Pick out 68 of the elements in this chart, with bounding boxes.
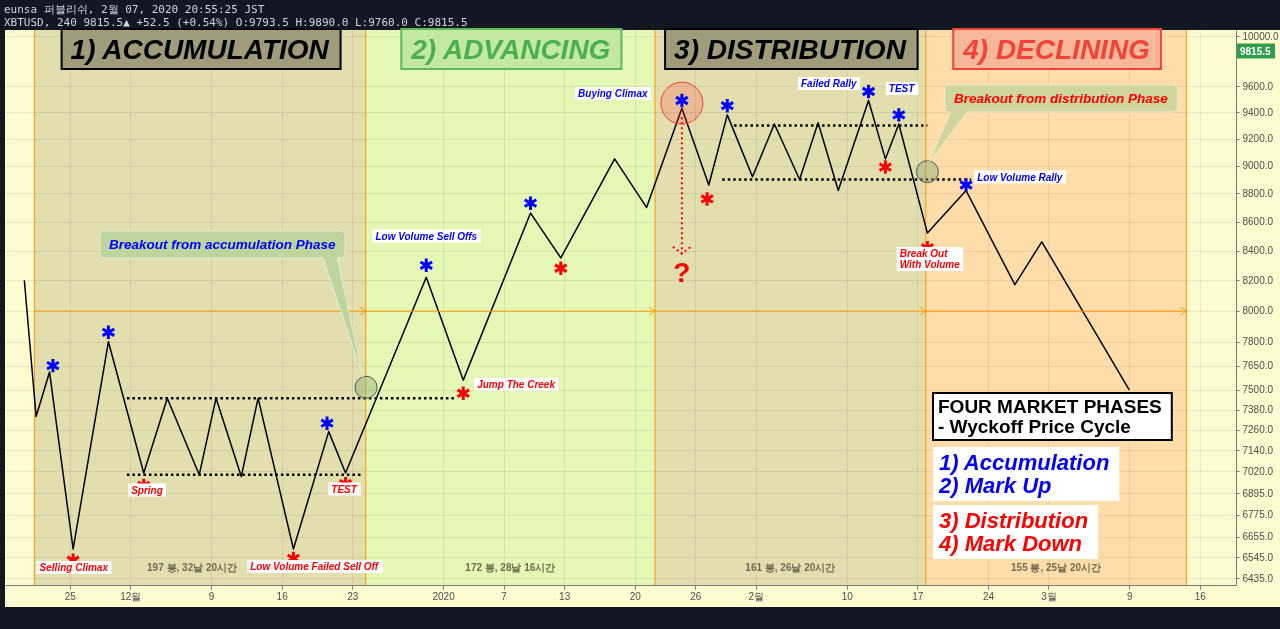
x-tick-label: 2020 (432, 590, 456, 602)
point (553, 260, 569, 277)
point (45, 357, 61, 374)
point (319, 414, 335, 432)
y-tick-label: 6655.0 (1242, 531, 1274, 543)
band-label: 3) DISTRIBUTION (674, 33, 907, 65)
annotation: 155 봉, 25날 20시간 (1011, 561, 1102, 573)
annotation: FOUR MARKET PHASES - Wyckoff Price Cycle (938, 396, 1162, 437)
y-tick-label: 6775.0 (1242, 509, 1274, 521)
point (719, 97, 735, 114)
y-tick-label: 8200.0 (1242, 274, 1274, 286)
x-tick-label: 16 (1194, 590, 1207, 602)
y-tick-label: 10000.0 (1242, 30, 1280, 42)
band-label: 4) DECLINING (962, 33, 1150, 65)
y-tick-label: 7140.0 (1242, 444, 1274, 456)
x-tick-label: 7 (501, 590, 508, 602)
x-tick-label: 2월 (748, 590, 765, 602)
point (455, 385, 471, 402)
annotation: ? (673, 256, 691, 288)
annotation: 3) Distribution 4) Mark Down (938, 508, 1089, 556)
x-tick-label: 12월 (120, 590, 142, 602)
annotation: Breakout from accumulation Phase (108, 237, 336, 252)
point (861, 83, 876, 100)
x-tick-label: 9 (1126, 590, 1133, 602)
y-tick-label: 9400.0 (1242, 106, 1274, 118)
y-tick-label: 7800.0 (1242, 336, 1274, 348)
y-tick-label: 7500.0 (1242, 384, 1274, 396)
x-tick-label: 26 (690, 590, 702, 602)
y-tick-label: 8600.0 (1242, 216, 1274, 228)
x-tick-label: 3월 (1041, 590, 1057, 602)
annotation: 161 봉, 26날 20시간 (745, 561, 836, 573)
point (891, 106, 907, 124)
y-tick-label: 6545.0 (1242, 551, 1274, 563)
point (699, 190, 715, 208)
x-tick-label: 20 (629, 590, 642, 602)
x-tick-label: 23 (347, 590, 359, 602)
x-tick-label: 17 (912, 590, 924, 602)
y-tick-label: 8000.0 (1242, 305, 1274, 317)
y-tick-label: 7020.0 (1242, 465, 1274, 477)
annotation: 197 봉, 32날 20시간 (147, 561, 238, 573)
point (958, 176, 974, 194)
point (523, 194, 538, 212)
y-tick-label: 8800.0 (1242, 187, 1274, 199)
x-tick-label: 24 (982, 590, 995, 602)
point (878, 158, 893, 176)
band-label: 2) ADVANCING (410, 33, 611, 65)
y-tick-label: 6435.0 (1242, 572, 1274, 584)
y-tick-label: 9200.0 (1242, 133, 1274, 145)
y-tick-label: 7380.0 (1242, 404, 1274, 416)
y-tick-label: 9000.0 (1242, 160, 1274, 172)
chart-subtitle: XBTUSD, 240 9815.5▲ +52.5 (+0.54%) O:9793.5 H:9890.0 L:9760.0 C:9815.5 (4, 16, 468, 29)
band-label: 1) ACCUMULATION (70, 33, 330, 65)
y-tick-label: 7260.0 (1242, 424, 1274, 436)
y-tick-label: 6895.0 (1242, 487, 1274, 499)
annotation: 1) Accumulation 2) Mark Up (938, 450, 1110, 498)
x-tick-label: 16 (276, 590, 289, 602)
y-tick-label: 7650.0 (1242, 360, 1274, 372)
point (101, 324, 116, 341)
x-tick-label: 10 (841, 590, 854, 602)
x-tick-label: 9 (208, 590, 215, 602)
x-tick-label: 25 (64, 590, 77, 602)
annotation: Breakout from distribution Phase (954, 91, 1169, 106)
annotation: 172 봉, 28날 16시간 (465, 561, 556, 573)
y-tick-label: 9600.0 (1242, 80, 1274, 92)
x-tick-label: 13 (559, 590, 571, 602)
y-tick-label: 8400.0 (1242, 245, 1274, 257)
chart-title: eunsa 퍼블리쉬, 2월 07, 2020 20:55:25 JST (4, 3, 265, 16)
point (418, 257, 434, 274)
